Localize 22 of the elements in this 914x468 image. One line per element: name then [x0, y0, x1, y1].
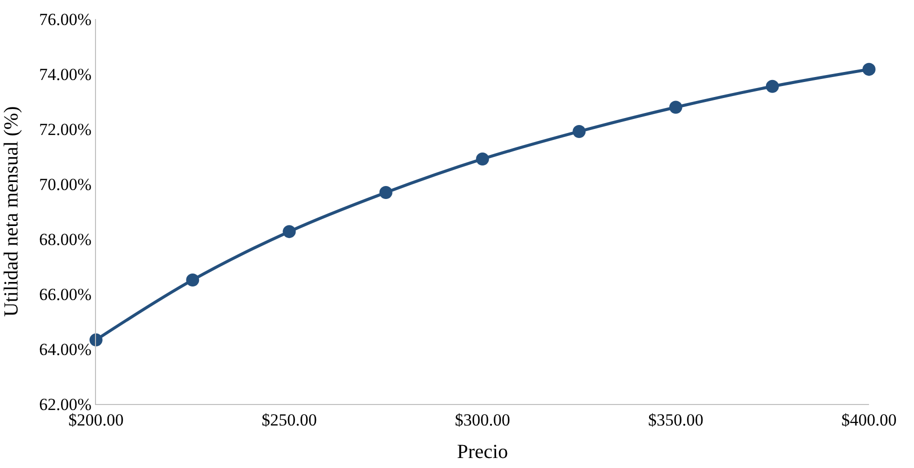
y-axis-title: Utilidad neta mensual (%): [0, 106, 23, 317]
point: [90, 333, 102, 346]
y-tick-label: 70.00%: [39, 174, 92, 194]
x-tick-label: $350.00: [648, 410, 704, 430]
x-axis-title: Precio: [456, 440, 508, 463]
y-tick-label: 76.00%: [39, 10, 92, 29]
x-tick-label: $250.00: [262, 410, 317, 430]
y-tick-label: 72.00%: [39, 120, 92, 139]
point: [766, 80, 779, 93]
y-tick-label: 68.00%: [39, 230, 92, 249]
point: [476, 152, 489, 166]
y-tick-label: 74.00%: [39, 64, 92, 84]
point: [186, 273, 200, 286]
point: [669, 100, 682, 114]
y-tick-label: 66.00%: [39, 284, 92, 304]
point: [572, 124, 586, 138]
x-tick-label: $300.00: [454, 410, 510, 430]
point: [379, 186, 392, 200]
y-tick-label: 64.00%: [39, 340, 92, 359]
point: [862, 62, 876, 76]
x-tick-label: $400.00: [841, 410, 897, 430]
point: [282, 225, 296, 238]
